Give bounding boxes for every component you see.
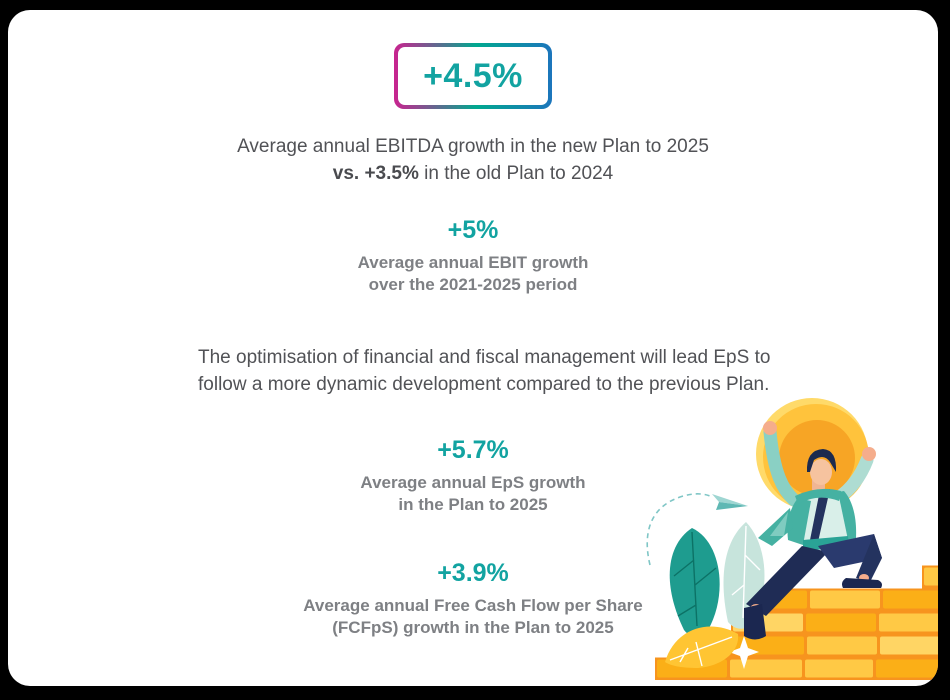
paper-plane-icon (712, 494, 748, 510)
eps-caption-line2: in the Plan to 2025 (398, 495, 548, 514)
hair (806, 449, 837, 472)
jacket-tail-inner (770, 512, 788, 536)
stat-ebit-growth: +5% Average annual EBIT growth over the … (8, 216, 938, 296)
fcfps-caption-line1: Average annual Free Cash Flow per Share (303, 596, 643, 615)
right-hand (862, 447, 876, 461)
face (810, 459, 832, 485)
dashed-flight-path (646, 493, 711, 566)
ebit-growth-value: +5% (447, 216, 499, 244)
eps-growth-caption: Average annual EpS growth in the Plan to… (8, 472, 938, 516)
old-plan-comparison-bold: vs. +3.5% (332, 163, 425, 184)
jacket-collar (795, 488, 841, 504)
businessman-with-coin (744, 398, 882, 640)
sparkle-icon (729, 636, 759, 669)
fcfps-growth-caption: Average annual Free Cash Flow per Share … (8, 595, 938, 639)
ebitda-growth-badge-inner: +4.5% (398, 47, 548, 105)
jacket-tail (758, 508, 793, 546)
coin-staircase-illustration (646, 398, 938, 680)
ebitda-description-line2: vs. +3.5% in the old Plan to 2024 (8, 160, 938, 187)
raised-shin (856, 534, 882, 582)
jacket-right (838, 491, 857, 540)
paragraph-line2: follow a more dynamic development compar… (198, 374, 770, 395)
trailing-shoe (744, 604, 766, 640)
ebit-growth-caption: Average annual EBIT growth over the 2021… (8, 252, 938, 296)
fcfps-growth-value: +3.9% (437, 559, 509, 587)
raised-shoe (842, 578, 882, 588)
stat-fcfps-growth: +3.9% Average annual Free Cash Flow per … (8, 559, 938, 639)
old-plan-comparison-rest: in the old Plan to 2024 (424, 163, 614, 184)
slide-card: +4.5% Average annual EBITDA growth in th… (8, 10, 938, 686)
eps-growth-value: +5.7% (437, 436, 509, 464)
ebitda-growth-value: +4.5% (423, 56, 523, 95)
ebitda-description-line1: Average annual EBITDA growth in the new … (237, 136, 709, 157)
eps-caption-line1: Average annual EpS growth (360, 473, 586, 492)
trailing-leg (746, 546, 828, 616)
ebitda-growth-description: Average annual EBITDA growth in the new … (8, 133, 938, 187)
stat-eps-growth: +5.7% Average annual EpS growth in the P… (8, 436, 938, 516)
ebit-caption-line2: over the 2021-2025 period (368, 275, 578, 294)
ebit-caption-line1: Average annual EBIT growth (357, 253, 589, 272)
fcfps-caption-line2: (FCFpS) growth in the Plan to 2025 (332, 618, 614, 637)
leaf-dark-icon (669, 528, 720, 637)
eps-optimisation-paragraph: The optimisation of financial and fiscal… (198, 344, 798, 398)
jacket-left (787, 498, 811, 545)
leaf-yellow-icon (665, 626, 739, 668)
ebitda-growth-badge: +4.5% (394, 43, 552, 109)
tie (810, 489, 830, 542)
left-hand (763, 421, 777, 435)
left-arm (763, 425, 801, 507)
paragraph-line1: The optimisation of financial and fiscal… (198, 347, 771, 368)
